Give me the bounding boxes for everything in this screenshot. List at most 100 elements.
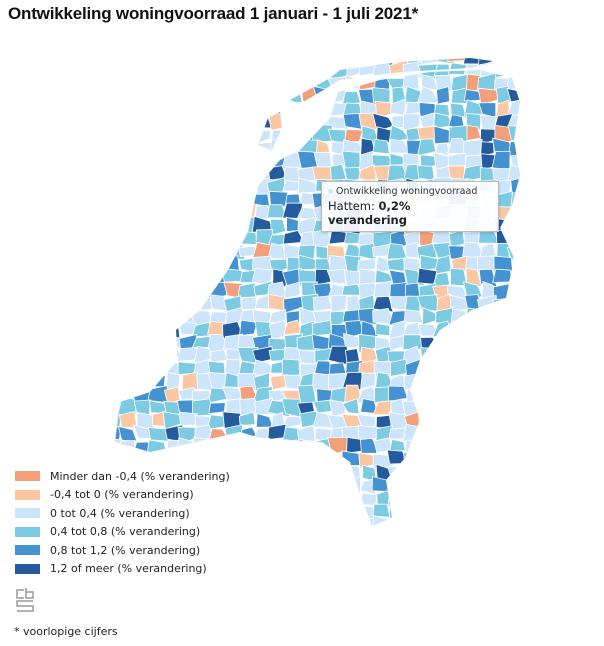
municipality-region[interactable] [207, 230, 227, 248]
municipality-region[interactable] [251, 452, 275, 471]
municipality-region[interactable] [450, 334, 467, 351]
municipality-region[interactable] [106, 271, 124, 288]
municipality-region[interactable] [267, 111, 289, 131]
municipality-region[interactable] [271, 60, 290, 80]
municipality-region[interactable] [177, 255, 199, 272]
municipality-region[interactable] [297, 177, 320, 194]
municipality-region[interactable] [360, 320, 379, 337]
municipality-region[interactable] [165, 76, 182, 91]
municipality-region[interactable] [493, 306, 514, 323]
municipality-region[interactable] [418, 533, 440, 548]
municipality-region[interactable] [162, 101, 183, 114]
municipality-region[interactable] [237, 504, 259, 519]
municipality-region[interactable] [163, 206, 185, 221]
municipality-region[interactable] [207, 127, 231, 145]
municipality-region[interactable] [312, 166, 333, 182]
municipality-region[interactable] [507, 140, 529, 158]
municipality-region[interactable] [330, 48, 351, 67]
municipality-region[interactable] [494, 374, 515, 389]
municipality-region[interactable] [526, 324, 543, 340]
municipality-region[interactable] [492, 477, 512, 493]
municipality-region[interactable] [104, 178, 125, 195]
municipality-region[interactable] [436, 85, 451, 105]
municipality-region[interactable] [254, 437, 273, 456]
municipality-region[interactable] [525, 205, 541, 222]
municipality-region[interactable] [317, 534, 334, 547]
municipality-region[interactable] [525, 336, 544, 352]
municipality-region[interactable] [357, 425, 379, 441]
municipality-region[interactable] [477, 423, 499, 444]
municipality-region[interactable] [478, 307, 497, 327]
municipality-region[interactable] [301, 529, 317, 547]
municipality-region[interactable] [480, 400, 501, 417]
municipality-region[interactable] [343, 503, 364, 523]
municipality-region[interactable] [327, 76, 349, 89]
municipality-region[interactable] [299, 101, 317, 120]
municipality-region[interactable] [267, 489, 288, 507]
municipality-region[interactable] [102, 361, 126, 378]
municipality-region[interactable] [506, 73, 526, 90]
municipality-region[interactable] [207, 52, 229, 65]
municipality-region[interactable] [506, 98, 527, 116]
municipality-region[interactable] [222, 450, 244, 468]
municipality-region[interactable] [524, 100, 541, 117]
municipality-region[interactable] [522, 296, 541, 312]
municipality-region[interactable] [165, 231, 183, 247]
municipality-region[interactable] [282, 202, 304, 219]
municipality-region[interactable] [401, 515, 424, 533]
municipality-region[interactable] [178, 202, 198, 220]
municipality-region[interactable] [132, 269, 154, 287]
municipality-region[interactable] [195, 72, 215, 91]
municipality-region[interactable] [163, 112, 183, 132]
municipality-region[interactable] [417, 373, 439, 392]
municipality-region[interactable] [282, 476, 304, 497]
municipality-region[interactable] [312, 465, 332, 483]
municipality-region[interactable] [448, 388, 467, 403]
municipality-region[interactable] [327, 463, 347, 483]
municipality-region[interactable] [149, 345, 170, 364]
municipality-region[interactable] [209, 349, 229, 363]
municipality-region[interactable] [431, 492, 451, 510]
municipality-region[interactable] [509, 284, 526, 301]
municipality-region[interactable] [418, 413, 440, 430]
municipality-region[interactable] [104, 258, 124, 273]
municipality-region[interactable] [375, 49, 396, 67]
municipality-region[interactable] [431, 372, 450, 391]
municipality-region[interactable] [103, 437, 126, 455]
municipality-region[interactable] [131, 336, 155, 352]
municipality-region[interactable] [433, 346, 451, 366]
municipality-region[interactable] [194, 258, 213, 276]
municipality-region[interactable] [495, 85, 511, 105]
municipality-region[interactable] [256, 413, 274, 428]
municipality-region[interactable] [299, 47, 321, 63]
municipality-region[interactable] [448, 358, 468, 377]
municipality-region[interactable] [105, 61, 122, 78]
municipality-region[interactable] [120, 333, 136, 352]
municipality-region[interactable] [510, 192, 527, 210]
municipality-region[interactable] [523, 520, 543, 532]
municipality-region[interactable] [117, 293, 137, 310]
municipality-region[interactable] [164, 64, 182, 78]
municipality-region[interactable] [161, 49, 184, 66]
municipality-region[interactable] [135, 61, 155, 81]
municipality-region[interactable] [374, 73, 391, 91]
municipality-region[interactable] [288, 529, 301, 543]
municipality-region[interactable] [177, 98, 199, 118]
municipality-region[interactable] [418, 426, 439, 444]
municipality-region[interactable] [315, 451, 335, 468]
municipality-region[interactable] [523, 260, 541, 275]
municipality-region[interactable] [152, 153, 169, 170]
municipality-region[interactable] [267, 73, 286, 93]
municipality-region[interactable] [463, 427, 486, 442]
municipality-region[interactable] [329, 490, 349, 507]
municipality-region[interactable] [146, 439, 167, 455]
municipality-region[interactable] [508, 361, 527, 379]
municipality-region[interactable] [342, 476, 361, 495]
municipality-region[interactable] [223, 49, 243, 64]
municipality-region[interactable] [104, 164, 125, 184]
municipality-region[interactable] [133, 101, 154, 118]
municipality-region[interactable] [496, 532, 515, 544]
municipality-region[interactable] [254, 528, 275, 545]
municipality-region[interactable] [523, 76, 543, 90]
municipality-region[interactable] [222, 61, 243, 79]
